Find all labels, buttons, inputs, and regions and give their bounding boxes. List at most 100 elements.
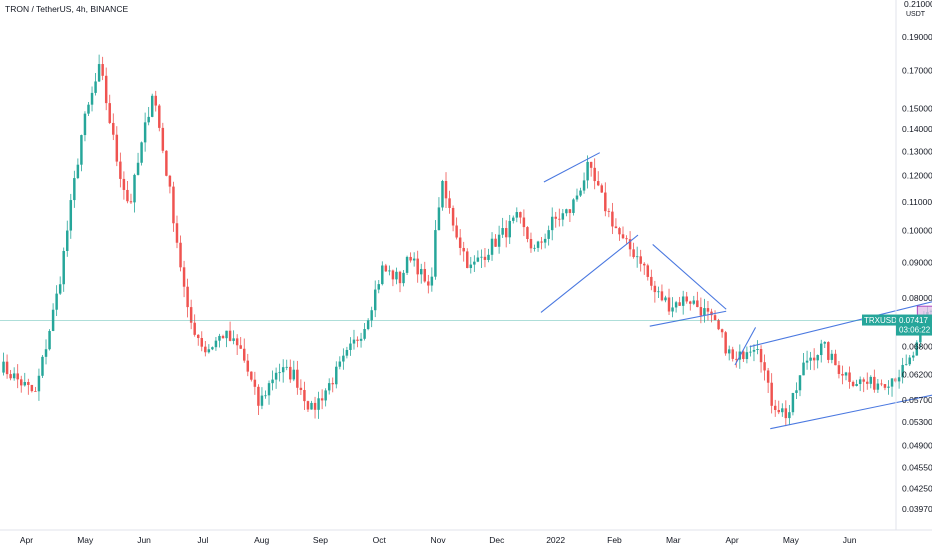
candle-body — [515, 212, 519, 218]
trendline — [649, 310, 727, 327]
candle-body — [519, 212, 522, 218]
candle-body — [207, 349, 211, 353]
candle-body — [862, 379, 865, 382]
price-tick-label: 0.11000 — [902, 197, 932, 207]
bar-countdown: 03:06:22 — [899, 326, 931, 335]
candle-body — [62, 250, 65, 285]
candle-body — [44, 349, 48, 357]
candle-body — [257, 386, 260, 406]
candle-body — [356, 339, 359, 341]
candle-body — [543, 238, 547, 243]
candle-body — [186, 286, 189, 308]
time-tick-label: Apr — [20, 535, 33, 545]
candle-body — [37, 375, 41, 392]
candle-body — [529, 239, 533, 249]
candle-body — [133, 174, 136, 203]
candle-body — [703, 308, 706, 316]
candle-body — [809, 357, 812, 361]
candle-body — [409, 256, 412, 261]
candle-body — [437, 207, 441, 231]
candle-body — [384, 265, 388, 272]
candle-body — [558, 218, 561, 220]
time-tick-label: Sep — [313, 535, 328, 545]
price-tick-label: 0.21000 — [904, 0, 932, 9]
candle-body — [97, 64, 101, 82]
price-tick-label: 0.15000 — [902, 103, 932, 113]
time-tick-label: Jun — [137, 535, 151, 545]
candle-body — [713, 315, 717, 321]
price-tick-label: 0.09000 — [902, 257, 932, 267]
candle-body — [27, 382, 30, 385]
price-tick-label: 0.05300 — [902, 417, 932, 427]
candle-body — [908, 357, 911, 365]
candle-body — [579, 190, 582, 196]
candle-body — [349, 343, 352, 350]
candle-body — [912, 355, 915, 358]
candle-body — [897, 377, 901, 382]
candle-body — [600, 185, 604, 193]
candle-body — [20, 379, 23, 386]
candle-body — [657, 291, 660, 293]
candle-body — [16, 373, 19, 380]
candle-body — [720, 329, 724, 333]
candle-body — [200, 338, 204, 347]
candle-body — [742, 351, 745, 360]
candle-body — [416, 258, 419, 275]
time-tick-label: Oct — [373, 535, 387, 545]
candle-body — [395, 271, 398, 280]
candle-body — [373, 289, 377, 311]
candle-body — [643, 263, 646, 266]
candle-body — [292, 369, 296, 380]
candle-body — [487, 254, 490, 260]
candle-body — [674, 302, 678, 308]
candle-body — [204, 346, 207, 353]
price-tick-label: 0.13000 — [902, 147, 932, 157]
candle-body — [175, 223, 179, 243]
candle-body — [770, 382, 773, 406]
candle-body — [915, 342, 919, 356]
annotations-layer — [0, 152, 932, 430]
time-tick-label: Nov — [430, 535, 446, 545]
candle-body — [136, 162, 140, 175]
trendline — [540, 234, 639, 313]
price-tick-label: 0.08000 — [902, 293, 932, 303]
candle-body — [73, 178, 76, 201]
candle-body — [260, 395, 264, 406]
candle-body — [522, 217, 526, 228]
candle-body — [87, 104, 90, 114]
candle-body — [122, 178, 126, 190]
candle-body — [887, 386, 890, 388]
candle-body — [455, 225, 458, 238]
candle-body — [338, 361, 342, 367]
candle-body — [296, 369, 299, 388]
candle-body — [766, 370, 770, 383]
candle-body — [189, 307, 193, 323]
candle-body — [34, 391, 37, 392]
candle-body — [320, 398, 324, 401]
candle-body — [313, 402, 317, 410]
candle-body — [841, 373, 844, 376]
candle-body — [919, 330, 922, 343]
candle-body — [165, 150, 168, 176]
candle-body — [76, 164, 80, 179]
candle-body — [196, 334, 200, 339]
candle-body — [466, 251, 469, 269]
candle-body — [235, 338, 239, 346]
candles-layer — [2, 54, 932, 427]
candle-body — [745, 352, 749, 360]
candle-body — [211, 347, 214, 350]
candle-body — [876, 383, 880, 390]
trendline — [770, 394, 932, 430]
candle-body — [791, 392, 795, 413]
price-tick-label: 0.19000 — [902, 32, 932, 42]
candle-body — [150, 95, 154, 117]
candle-body — [140, 142, 143, 163]
candle-body — [805, 360, 809, 363]
candle-body — [345, 349, 349, 356]
candle-body — [628, 239, 632, 250]
candle-body — [420, 268, 423, 275]
candle-body — [819, 343, 823, 356]
candle-body — [512, 217, 515, 221]
